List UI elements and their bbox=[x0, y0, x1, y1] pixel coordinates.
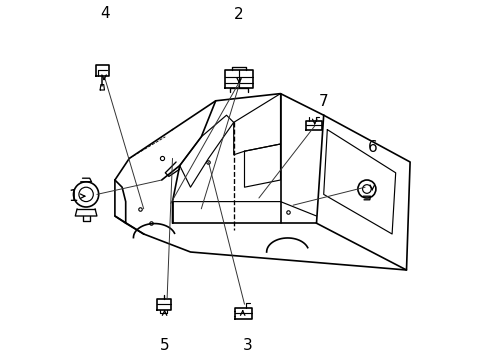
Text: 5: 5 bbox=[160, 338, 169, 353]
Text: 3: 3 bbox=[243, 338, 252, 353]
Text: 1: 1 bbox=[68, 189, 78, 204]
Text: 7: 7 bbox=[318, 94, 328, 109]
Text: 2: 2 bbox=[234, 7, 244, 22]
Text: 6: 6 bbox=[366, 140, 376, 155]
Text: 4: 4 bbox=[100, 6, 109, 21]
